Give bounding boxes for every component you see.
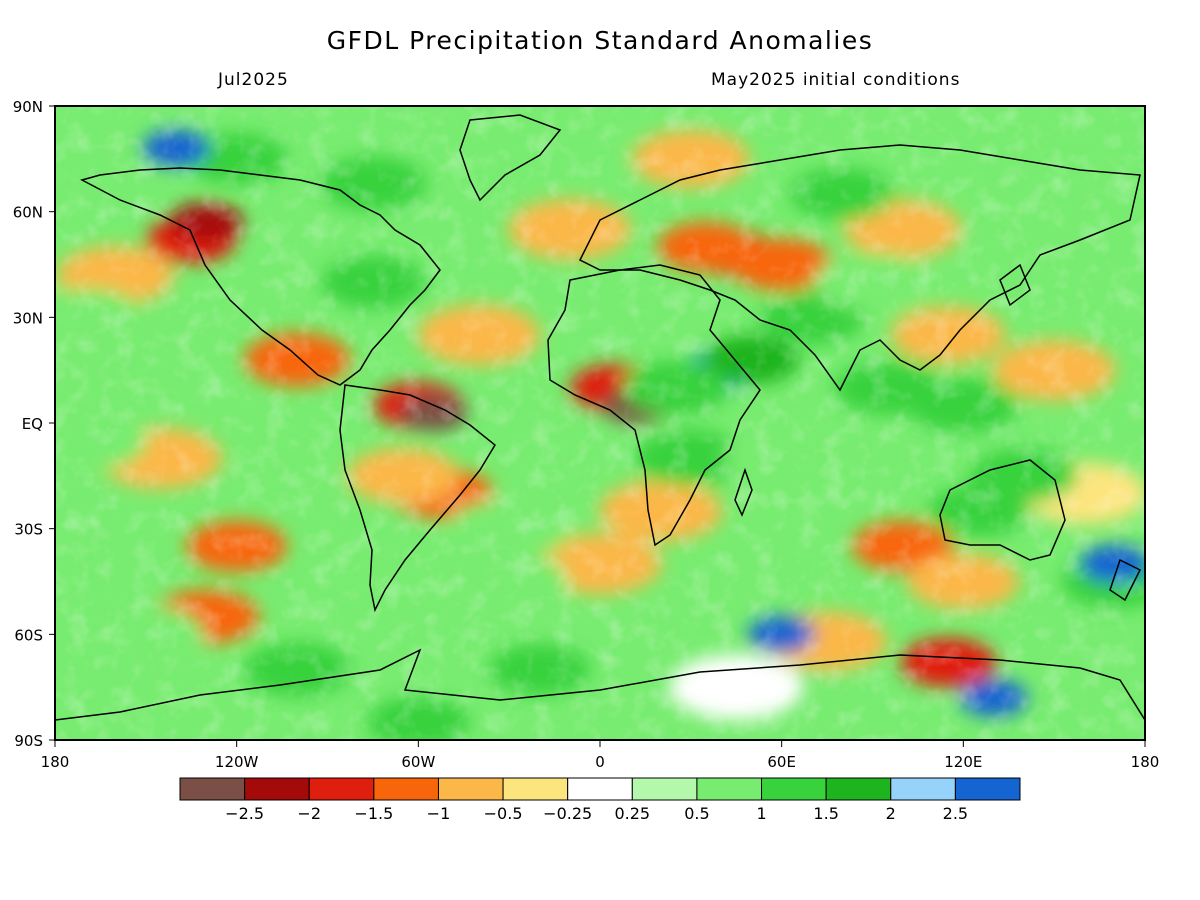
initial-conditions-label: May2025 initial conditions [711,70,961,90]
colorbar-label: −2 [297,804,321,823]
colorbar-swatch-3 [373,777,439,801]
colorbar-swatch-4 [437,777,504,801]
lat-label-90N: 90N [13,98,43,116]
coast-greenland [459,114,562,202]
colorbar-label: −0.5 [484,804,523,823]
lon-label-60E: 60E [767,753,796,771]
colorbar-swatch-10 [825,777,892,801]
colorbar-swatch-12 [954,777,1021,801]
colorbar-swatch-7 [631,777,698,801]
colorbar-swatch-6 [567,777,633,801]
coast-new-zealand [1109,558,1142,602]
colorbar-label: 2 [886,804,896,823]
lat-label-60N: 60N [13,204,43,222]
lat-label-30S: 30S [14,521,43,539]
lon-label-120E: 120E [944,753,982,771]
coast-south-america [339,384,496,613]
map-field [55,106,1145,740]
colorbar-swatch-11 [890,777,956,801]
map-title: GFDL Precipitation Standard Anomalies [326,26,874,55]
coast-australia [939,459,1066,561]
lon-label-180: 180 [1131,753,1160,771]
colorbar-label: −1.5 [354,804,393,823]
colorbar-swatch-9 [761,777,827,801]
colorbar-label: −1 [427,804,451,823]
lon-label-120W: 120W [215,753,259,771]
colorbar-swatch-0 [179,777,246,801]
lon-label-0: 0 [595,753,605,771]
colorbar-label: 0.5 [684,804,709,823]
lat-label-90S: 90S [14,732,43,750]
coast-north-america [79,167,441,386]
coast-antarctica [55,648,1145,721]
lon-label-180: 180 [41,753,70,771]
lat-label-60S: 60S [14,626,43,644]
colorbar-label: 1 [756,804,766,823]
coastlines [55,114,1145,721]
coast-madagascar [734,467,753,517]
colorbar-swatch-5 [502,777,569,801]
coast-eurasia [578,144,1141,392]
colorbar-label: 0.25 [614,804,650,823]
colorbar: −2.5 −2 −1.5 −1 −0.5 −0.25 0.25 0.5 1 1.5 2 2.5 [179,777,1021,823]
colorbar-swatch-2 [308,777,375,801]
colorbar-swatch-1 [244,777,310,801]
colorbar-label: −0.25 [543,804,592,823]
axis-labels: 90N 60N 30N EQ 30S 60S 90S 180 120W 60W 0 60E 120E 18… [13,98,1160,771]
colorbar-swatch-8 [696,777,763,801]
lat-label-EQ: EQ [22,415,43,433]
lat-label-30N: 30N [13,309,43,327]
valid-month-label: Jul2025 [218,70,289,90]
colorbar-label: 1.5 [813,804,838,823]
texture-overlay [55,106,1145,740]
colorbar-label: 2.5 [943,804,968,823]
coast-japan [999,263,1031,307]
colorbar-label: −2.5 [225,804,264,823]
lon-label-60W: 60W [401,753,435,771]
